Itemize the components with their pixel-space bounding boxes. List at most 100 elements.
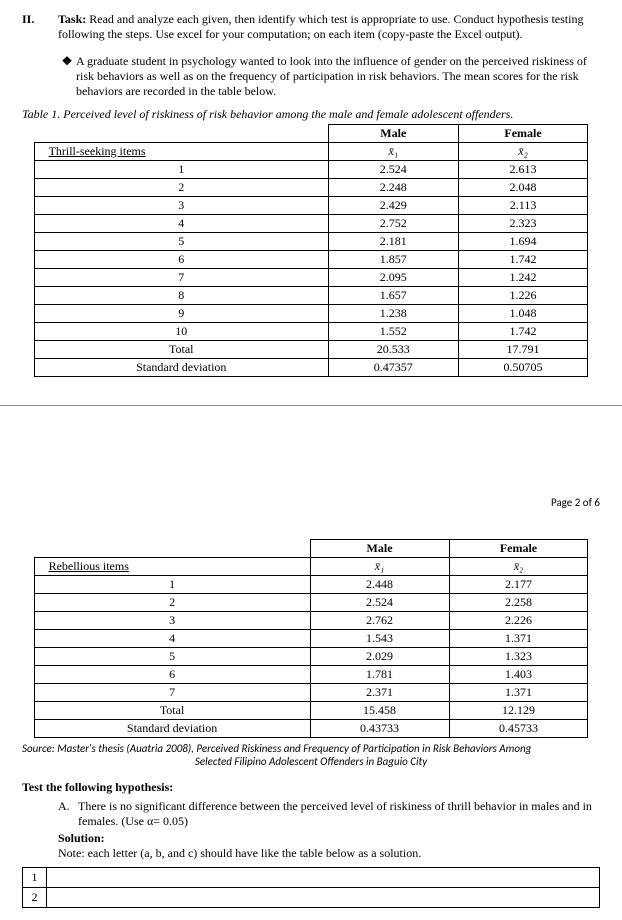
row-female: 2.177 [449,576,588,594]
row-index: 5 [34,648,310,666]
task-text-wrap: Task: Read and analyze each given, then … [58,12,600,42]
table-row: 101.5521.742 [34,323,588,341]
row-male: 2.095 [328,269,458,287]
row-male: 2.371 [310,684,449,702]
solution-row-cell [47,868,600,888]
solution-row-cell [47,888,600,908]
solution-row-num: 1 [23,868,47,888]
table1-caption: Table 1. Perceived level of riskiness of… [22,107,600,122]
task-label: Task: [58,12,86,26]
table1-total-label: Total [34,341,328,359]
row-index: 10 [34,323,328,341]
row-male: 1.543 [310,630,449,648]
row-index: 6 [34,251,328,269]
table2-sd-m: 0.43733 [310,720,449,738]
table2-total-label: Total [34,702,310,720]
row-male: 2.524 [328,161,458,179]
table-row: 52.1811.694 [34,233,588,251]
table1: Male Female Thrill-seeking items x̄₁ x̄₂… [34,124,589,377]
row-male: 1.552 [328,323,458,341]
table-row: 61.7811.403 [34,666,588,684]
row-male: 1.857 [328,251,458,269]
bullet-icon: ❖ [58,54,76,99]
table-row: 81.6571.226 [34,287,588,305]
table-row: 41.5431.371 [34,630,588,648]
row-female: 1.371 [449,630,588,648]
table-row: 52.0291.323 [34,648,588,666]
table1-col-female: Female [458,125,588,143]
row-male: 2.181 [328,233,458,251]
bullet-text: A graduate student in psychology wanted … [76,54,600,99]
table-row: 91.2381.048 [34,305,588,323]
row-index: 3 [34,197,328,215]
solution-label: Solution: [58,831,600,846]
table1-rowheader: Thrill-seeking items [34,143,328,161]
table1-col-male: Male [328,125,458,143]
row-female: 2.323 [458,215,588,233]
context-bullet: ❖ A graduate student in psychology wante… [58,54,600,99]
table-row: 42.7522.323 [34,215,588,233]
solution-row: 1 [23,868,600,888]
table-row: 32.4292.113 [34,197,588,215]
row-female: 2.113 [458,197,588,215]
row-index: 4 [34,215,328,233]
table2-rowheader: Rebellious items [34,558,310,576]
table-row: 32.7622.226 [34,612,588,630]
table2: Male Female Rebellious items x̄₁ x̄₂ 12.… [34,539,589,738]
row-male: 2.248 [328,179,458,197]
solution-note: Note: each letter (a, b, and c) should h… [58,846,600,861]
row-index: 2 [34,179,328,197]
page-number: Page 2 of 6 [22,496,600,509]
table2-col-male: Male [310,540,449,558]
row-index: 6 [34,666,310,684]
table1-sd-f: 0.50705 [458,359,588,377]
solution-table: 1 2 [22,867,600,908]
table2-total-f: 12.129 [449,702,588,720]
row-index: 1 [34,161,328,179]
table1-xbar-female: x̄₂ [518,144,528,158]
row-male: 2.029 [310,648,449,666]
solution-row-num: 2 [23,888,47,908]
row-male: 1.238 [328,305,458,323]
task-roman: II. [22,12,58,42]
row-index: 8 [34,287,328,305]
row-male: 2.762 [310,612,449,630]
table-row: 12.5242.613 [34,161,588,179]
row-index: 1 [34,576,310,594]
row-male: 1.657 [328,287,458,305]
row-index: 7 [34,684,310,702]
source-line1: Source: Master's thesis (Auatria 2008), … [22,742,600,755]
test-header: Test the following hypothesis: [22,780,600,795]
row-female: 1.242 [458,269,588,287]
table1-sd-m: 0.47357 [328,359,458,377]
table-row: 22.5242.258 [34,594,588,612]
table-row: 61.8571.742 [34,251,588,269]
row-index: 5 [34,233,328,251]
task-block: II. Task: Read and analyze each given, t… [22,12,600,42]
table1-total-m: 20.533 [328,341,458,359]
table1-total-f: 17.791 [458,341,588,359]
row-male: 2.429 [328,197,458,215]
table-row: 72.0951.242 [34,269,588,287]
table-row: 72.3711.371 [34,684,588,702]
task-body: Read and analyze each given, then identi… [58,12,583,41]
page-break [0,405,622,406]
hyp-a-text: There is no significant difference betwe… [78,799,600,829]
row-female: 2.048 [458,179,588,197]
row-female: 1.371 [449,684,588,702]
row-female: 1.742 [458,251,588,269]
row-index: 2 [34,594,310,612]
table2-xbar-male: x̄₁ [375,559,385,573]
row-index: 4 [34,630,310,648]
table-row: 22.2482.048 [34,179,588,197]
row-female: 2.258 [449,594,588,612]
row-female: 2.613 [458,161,588,179]
table2-col-female: Female [449,540,588,558]
hypothesis-block: A. There is no significant difference be… [58,799,600,861]
table2-xbar-female: x̄₂ [514,559,524,573]
table2-total-m: 15.458 [310,702,449,720]
table2-sd-f: 0.45733 [449,720,588,738]
table2-sd-label: Standard deviation [34,720,310,738]
row-female: 1.742 [458,323,588,341]
row-female: 1.323 [449,648,588,666]
